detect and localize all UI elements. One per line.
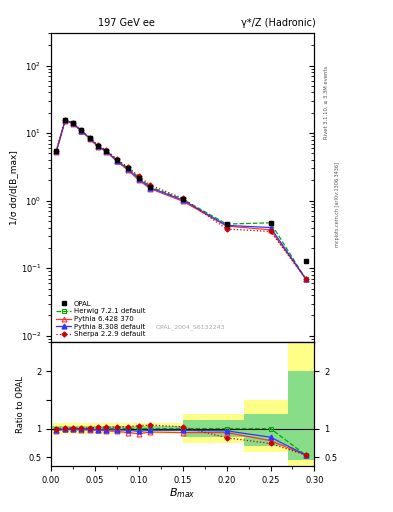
Herwig 7.2.1 default [224,221,229,227]
Line: Pythia 6.428 370: Pythia 6.428 370 [54,118,308,281]
Pythia 6.428 370 [180,198,185,204]
Pythia 8.308 default [79,127,83,134]
Line: Herwig 7.2.1 default: Herwig 7.2.1 default [54,118,308,281]
Text: γ*/Z (Hadronic): γ*/Z (Hadronic) [241,18,316,28]
Pythia 6.428 370 [136,177,141,183]
Herwig 7.2.1 default [71,120,75,126]
Herwig 7.2.1 default [268,220,273,226]
Herwig 7.2.1 default [136,175,141,181]
Pythia 8.308 default [268,224,273,230]
Herwig 7.2.1 default [54,147,59,154]
Pythia 6.428 370 [303,275,308,282]
Sherpa 2.2.9 default [148,182,152,188]
Herwig 7.2.1 default [115,157,119,163]
Pythia 6.428 370 [79,128,83,134]
OPAL [63,117,68,123]
Pythia 8.308 default [126,166,131,173]
Sherpa 2.2.9 default [303,275,308,282]
OPAL [268,220,273,226]
Pythia 6.428 370 [104,148,109,155]
Pythia 6.428 370 [95,143,100,150]
Pythia 6.428 370 [54,148,59,155]
Y-axis label: Ratio to OPAL: Ratio to OPAL [17,376,26,433]
Pythia 8.308 default [180,197,185,203]
Text: OPAL_2004_S6132243: OPAL_2004_S6132243 [156,324,226,330]
Y-axis label: 1/σ dσ/d[B_max]: 1/σ dσ/d[B_max] [9,151,18,225]
Text: mcplots.cern.ch [arXiv:1306.3436]: mcplots.cern.ch [arXiv:1306.3436] [336,162,340,247]
Herwig 7.2.1 default [63,117,68,123]
Pythia 8.308 default [224,222,229,228]
Pythia 8.308 default [63,117,68,123]
Text: 197 GeV ee: 197 GeV ee [99,18,155,28]
Pythia 8.308 default [104,148,109,154]
Sherpa 2.2.9 default [115,156,119,162]
OPAL [126,165,131,172]
OPAL [104,147,109,154]
Sherpa 2.2.9 default [63,117,68,123]
Sherpa 2.2.9 default [268,228,273,234]
OPAL [115,157,119,163]
OPAL [87,135,92,141]
Herwig 7.2.1 default [87,135,92,141]
Sherpa 2.2.9 default [71,120,75,126]
Herwig 7.2.1 default [104,147,109,154]
Pythia 6.428 370 [71,120,75,126]
Pythia 8.308 default [95,143,100,149]
OPAL [148,184,152,190]
Sherpa 2.2.9 default [95,142,100,148]
Pythia 8.308 default [87,135,92,141]
Line: OPAL: OPAL [54,118,308,263]
Pythia 6.428 370 [126,167,131,174]
OPAL [95,143,100,149]
OPAL [79,127,83,133]
Sherpa 2.2.9 default [180,195,185,201]
OPAL [71,120,75,126]
Pythia 6.428 370 [268,227,273,233]
Legend: OPAL, Herwig 7.2.1 default, Pythia 6.428 370, Pythia 8.308 default, Sherpa 2.2.9: OPAL, Herwig 7.2.1 default, Pythia 6.428… [55,299,147,339]
Pythia 6.428 370 [63,118,68,124]
Pythia 8.308 default [115,158,119,164]
OPAL [303,258,308,264]
X-axis label: $B_{max}$: $B_{max}$ [169,486,196,500]
Pythia 6.428 370 [115,158,119,164]
Herwig 7.2.1 default [148,184,152,190]
Herwig 7.2.1 default [79,127,83,133]
Sherpa 2.2.9 default [104,147,109,153]
OPAL [54,147,59,154]
OPAL [180,196,185,202]
Pythia 8.308 default [148,185,152,191]
Pythia 6.428 370 [148,186,152,192]
Text: Rivet 3.1.10, ≥ 3.3M events: Rivet 3.1.10, ≥ 3.3M events [324,66,329,139]
Line: Pythia 8.308 default: Pythia 8.308 default [54,118,308,281]
Sherpa 2.2.9 default [87,135,92,141]
OPAL [136,175,141,181]
Pythia 8.308 default [136,176,141,182]
Sherpa 2.2.9 default [79,127,83,133]
Sherpa 2.2.9 default [136,173,141,179]
Sherpa 2.2.9 default [224,226,229,232]
Herwig 7.2.1 default [180,196,185,202]
Pythia 6.428 370 [224,223,229,229]
Herwig 7.2.1 default [95,143,100,149]
Pythia 8.308 default [71,120,75,126]
Pythia 8.308 default [303,275,308,282]
Sherpa 2.2.9 default [126,164,131,170]
OPAL [224,221,229,227]
Pythia 6.428 370 [87,136,92,142]
Herwig 7.2.1 default [126,165,131,172]
Pythia 8.308 default [54,148,59,154]
Herwig 7.2.1 default [303,275,308,282]
Sherpa 2.2.9 default [54,147,59,154]
Line: Sherpa 2.2.9 default: Sherpa 2.2.9 default [55,118,307,281]
